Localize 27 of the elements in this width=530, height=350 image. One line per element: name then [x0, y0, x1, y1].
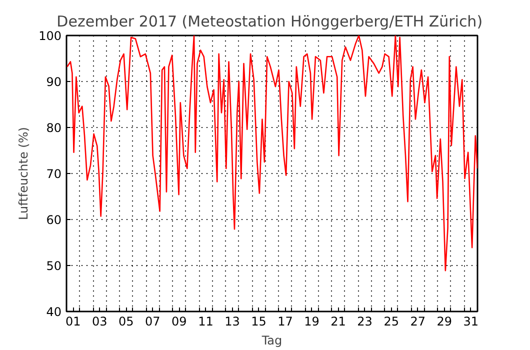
x-tick-label: 09 — [172, 314, 187, 328]
y-tick-label: 40 — [46, 305, 62, 319]
y-tick-label: 80 — [46, 121, 62, 135]
chart-title: Dezember 2017 (Meteostation Hönggerberg/ETH Zürich) — [56, 12, 483, 30]
line-series — [66, 36, 478, 272]
x-tick-label: 17 — [278, 314, 293, 328]
x-tick-label: 27 — [410, 314, 426, 328]
x-tick-label: 25 — [384, 314, 399, 328]
x-tick-label: 05 — [118, 314, 134, 328]
y-tick-label: 50 — [46, 259, 62, 273]
x-tick-label: 23 — [357, 314, 372, 328]
y-tick-label: 100 — [38, 29, 62, 43]
x-tick-label: 11 — [198, 314, 214, 328]
x-tick-label: 13 — [224, 314, 240, 328]
x-tick-label: 15 — [251, 314, 266, 328]
y-tick-label: 60 — [46, 213, 62, 227]
y-tick-label: 90 — [46, 75, 62, 89]
y-tick-label: 70 — [46, 167, 62, 181]
x-tick-label: 29 — [436, 314, 452, 328]
x-tick-label: 01 — [65, 314, 81, 328]
x-tick-label: 19 — [304, 314, 320, 328]
x-tick-label: 31 — [463, 314, 479, 328]
x-tick-label: 03 — [92, 314, 108, 328]
y-axis-title: Luftfeuchte (%) — [16, 127, 31, 220]
x-axis-title: Tag — [260, 334, 282, 348]
x-tick-label: 07 — [145, 314, 160, 328]
x-tick-label: 21 — [330, 314, 346, 328]
